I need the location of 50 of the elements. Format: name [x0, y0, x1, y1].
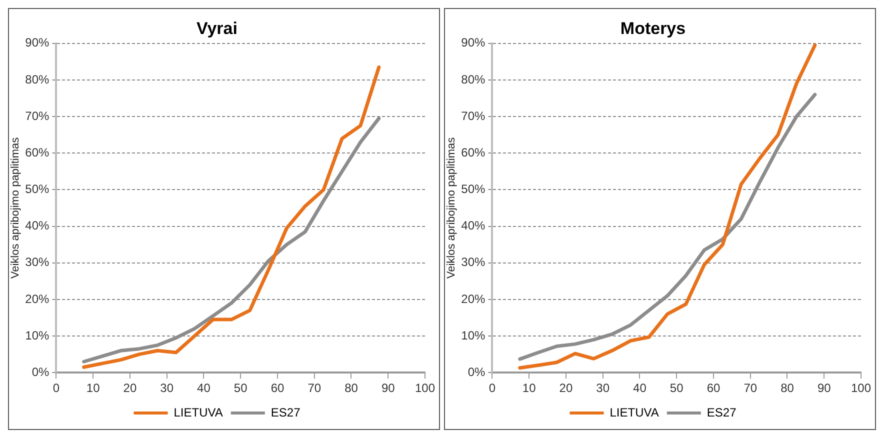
chart-title: Moterys [620, 18, 686, 38]
y-tick-label: 80% [25, 72, 50, 86]
x-tick-label: 70 [308, 381, 322, 396]
y-tick-label: 0% [32, 364, 50, 379]
y-tick-label: 60% [461, 145, 486, 160]
y-tick-label: 60% [25, 145, 50, 160]
x-tick-label: 0 [488, 381, 496, 396]
x-tick-label: 80 [780, 381, 794, 396]
x-tick-label: 50 [670, 381, 684, 396]
x-tick-label: 10 [86, 381, 100, 396]
x-tick-label: 30 [596, 381, 610, 396]
y-tick-label: 10% [461, 328, 486, 342]
y-tick-label: 40% [461, 218, 486, 233]
x-tick-label: 60 [270, 381, 284, 396]
x-tick-label: 50 [234, 381, 248, 396]
y-tick-label: 70% [461, 108, 486, 123]
y-tick-label: 30% [461, 255, 486, 270]
y-tick-label: 90% [25, 36, 50, 50]
x-tick-label: 20 [559, 381, 573, 396]
x-tick-label: 30 [160, 381, 174, 396]
y-tick-label: 20% [25, 292, 50, 306]
legend-label: ES27 [270, 405, 301, 420]
legend-label: ES27 [706, 405, 737, 420]
x-tick-label: 70 [744, 381, 758, 396]
y-tick-label: 90% [461, 36, 486, 50]
x-tick-label: 80 [344, 381, 358, 396]
y-tick-label: 0% [468, 364, 486, 379]
x-tick-label: 20 [123, 381, 137, 396]
legend-label: LIETUVA [174, 405, 223, 420]
y-axis-title: Veiklos apribojimo paplitimas [446, 136, 458, 279]
y-tick-label: 10% [25, 328, 50, 342]
x-tick-label: 90 [817, 381, 832, 396]
y-tick-label: 20% [461, 292, 486, 306]
x-tick-label: 0 [52, 381, 60, 396]
y-tick-label: 40% [25, 218, 50, 233]
x-tick-label: 60 [706, 381, 720, 396]
legend-label: LIETUVA [610, 405, 659, 420]
x-tick-label: 100 [414, 381, 436, 396]
y-tick-label: 50% [461, 182, 486, 196]
y-tick-label: 70% [25, 108, 50, 123]
x-tick-label: 40 [197, 381, 211, 396]
y-tick-label: 80% [461, 72, 486, 86]
y-tick-label: 30% [25, 255, 50, 270]
x-tick-label: 10 [522, 381, 536, 396]
x-tick-label: 90 [381, 381, 396, 396]
x-tick-label: 40 [633, 381, 647, 396]
y-tick-label: 50% [25, 182, 50, 196]
x-tick-label: 100 [850, 381, 872, 396]
y-axis-title: Veiklos apribojimo paplitimas [10, 136, 22, 279]
chart-title: Vyrai [196, 18, 238, 38]
